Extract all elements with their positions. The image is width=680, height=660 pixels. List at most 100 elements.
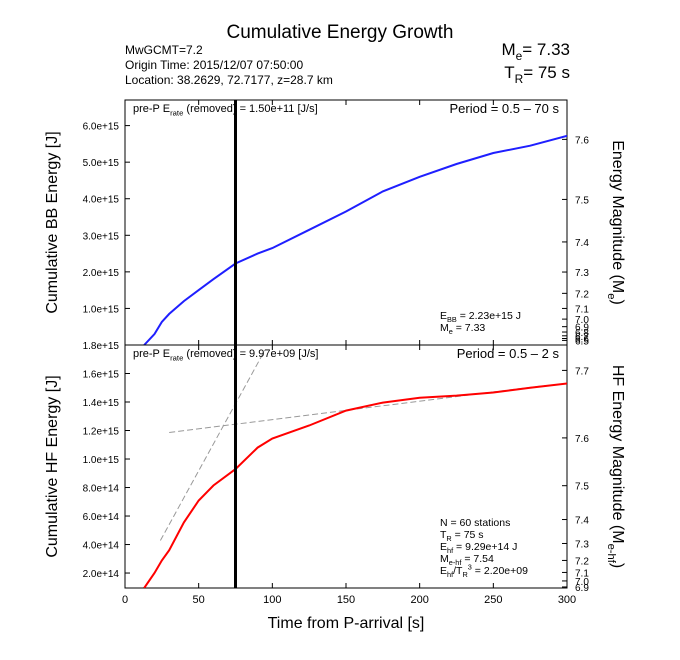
info-line: Origin Time: 2015/12/07 07:50:00 (125, 58, 303, 72)
note-part: hf (447, 570, 454, 579)
rate-note-part: (removed) = 1.50e+11 [J/s] (183, 103, 317, 115)
y-tick-label: 6.0e+15 (83, 122, 120, 133)
y2-tick-label: 7.2 (575, 289, 589, 300)
rupture-time-header: TR= 75 s (504, 63, 570, 86)
note-part: M (440, 322, 449, 334)
note-part: = 9.29e+14 J (453, 541, 517, 553)
y-axis-label: Cumulative BB Energy [J] (44, 131, 61, 313)
note: Ehf/TR3 = 2.20e+09 (440, 562, 528, 579)
y-tick-label: 2.0e+14 (83, 569, 120, 580)
y-tick-label: 4.0e+14 (83, 541, 120, 552)
y2-tick-label: 7.7 (575, 366, 589, 377)
y-tick-label: 1.2e+15 (83, 427, 120, 438)
note-part: = 2.23e+15 J (457, 310, 521, 322)
y2-tick-label: 7.3 (575, 268, 589, 279)
y2-tick-label: 7.2 (575, 556, 589, 567)
period-note-part: Period = 0.5 – 70 s (450, 101, 560, 116)
y-axis-label-part: Cumulative HF Energy [J] (44, 375, 61, 557)
x-tick-label: 100 (263, 594, 281, 606)
y2-axis-label-part: Energy Magnitude (M (609, 140, 626, 293)
y-axis-label: Cumulative HF Energy [J] (44, 375, 61, 557)
x-tick-label: 50 (193, 594, 205, 606)
note: N = 60 stations (440, 517, 510, 529)
x-tick-label: 200 (410, 594, 428, 606)
magnitude-header-part: e (516, 49, 523, 63)
rate-note: pre-P Erate (removed) = 9.97e+09 [J/s] (133, 348, 318, 362)
rate-note: pre-P Erate (removed) = 1.50e+11 [J/s] (133, 103, 318, 117)
note-part: = 7.54 (461, 553, 494, 565)
y2-tick-label: 7.6 (575, 135, 589, 146)
y-tick-label: 4.0e+15 (83, 195, 120, 206)
note-part: R (462, 570, 467, 579)
note-part: E (440, 310, 447, 322)
note-part: hf (447, 546, 454, 555)
y2-tick-label: 7.1 (575, 568, 589, 579)
data-line (143, 134, 567, 345)
note-part: 3 (468, 562, 472, 571)
rupture-time-header-part: = 75 s (523, 63, 570, 82)
y2-tick-label: 7.4 (575, 238, 589, 249)
note: Me-hf = 7.54 (440, 553, 494, 567)
period-note-part: Period = 0.5 – 2 s (457, 346, 560, 361)
rupture-time-header-part: T (504, 63, 514, 82)
y2-tick-label: 6.9 (575, 323, 589, 334)
y-tick-label: 2.0e+15 (83, 268, 120, 279)
x-tick-label: 150 (337, 594, 355, 606)
note: Ehf = 9.29e+14 J (440, 541, 517, 555)
rate-note-part: rate (170, 353, 183, 362)
note-part: /T (453, 565, 463, 577)
y2-tick-label: 7.0 (575, 577, 589, 588)
note-part: E (440, 565, 447, 577)
y2-axis-label-part: ) (609, 563, 626, 568)
magnitude-header-part: = 7.33 (522, 40, 570, 59)
x-tick-label: 300 (558, 594, 576, 606)
rate-note-part: pre-P E (133, 103, 170, 115)
note-part: = 2.20e+09 (472, 565, 528, 577)
y2-tick-label: 6.8 (575, 328, 589, 339)
note-part: e-hf (449, 558, 463, 567)
y2-axis-label: Energy Magnitude (Me) (605, 140, 626, 305)
y2-tick-label: 6.9 (575, 583, 589, 594)
info-line: Location: 38.2629, 72.7177, z=28.7 km (125, 73, 333, 87)
note-part: N = 60 stations (440, 517, 510, 529)
y2-tick-label: 6.7 (575, 332, 589, 343)
y-tick-label: 5.0e+15 (83, 158, 120, 169)
note-part: E (440, 541, 447, 553)
y2-tick-label: 7.3 (575, 539, 589, 550)
rate-note-part: (removed) = 9.97e+09 [J/s] (183, 348, 318, 360)
note-part: R (446, 534, 451, 543)
x-axis-label: Time from P-arrival [s] (268, 615, 425, 632)
y2-tick-label: 7.6 (575, 434, 589, 445)
note-part: e (449, 327, 453, 336)
chart-title: Cumulative Energy Growth (226, 22, 453, 43)
y2-tick-label: 7.4 (575, 516, 589, 527)
y2-axis-label-part: ) (609, 299, 626, 304)
period-note: Period = 0.5 – 70 s (450, 101, 560, 116)
y2-tick-label: 7.1 (575, 304, 589, 315)
period-note: Period = 0.5 – 2 s (457, 346, 560, 361)
x-tick-label: 250 (484, 594, 502, 606)
y-tick-label: 1.0e+15 (83, 304, 120, 315)
y2-tick-label: 7.5 (575, 195, 589, 206)
x-tick-label: 0 (122, 594, 128, 606)
note-part: BB (447, 315, 457, 324)
y-tick-label: 1.8e+15 (83, 341, 120, 352)
magnitude-header-part: M (501, 40, 515, 59)
magnitude-header: Me= 7.33 (501, 40, 570, 63)
rate-note-part: rate (170, 108, 183, 117)
note-part: T (440, 529, 447, 541)
y-tick-label: 6.0e+14 (83, 512, 120, 523)
note: Me = 7.33 (440, 322, 485, 336)
y2-axis-label: HF Energy Magnitude (Me-hf) (605, 365, 626, 568)
fit-line (159, 349, 266, 541)
y-tick-label: 1.6e+15 (83, 370, 120, 381)
plot-frame (124, 99, 568, 346)
y2-tick-label: 7.5 (575, 482, 589, 493)
y-tick-label: 1.0e+15 (83, 455, 120, 466)
note: TR = 75 s (440, 529, 484, 543)
note-part: = 75 s (452, 529, 484, 541)
y2-axis-label-part: e-hf (605, 544, 617, 564)
note-part: = 7.33 (453, 322, 486, 334)
rupture-time-header-part: R (515, 72, 524, 86)
